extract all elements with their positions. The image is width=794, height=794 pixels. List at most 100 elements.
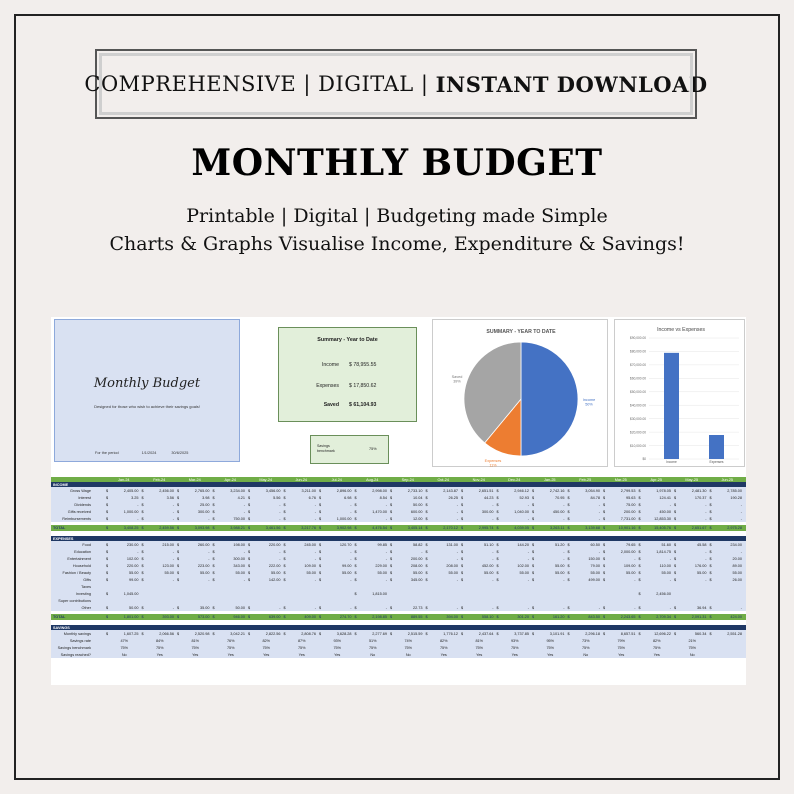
expenses-row-label: Taxes	[81, 584, 91, 589]
savings-row-value: 47%	[120, 638, 129, 643]
savings-row-value: No	[370, 652, 376, 657]
savings-row-value: 82%	[262, 638, 271, 643]
dollar-sign: $	[177, 526, 180, 530]
dollar-sign: $	[248, 631, 251, 636]
dollar-sign: $	[567, 526, 570, 530]
dollar-sign: $	[461, 563, 464, 568]
income-row-value: 3.56	[166, 495, 174, 500]
dollar-sign: $	[425, 615, 428, 619]
expenses-row-value	[607, 590, 636, 597]
expenses-row-label: Other	[81, 605, 92, 610]
dollar-sign: $	[106, 556, 109, 561]
expenses-total-value: 2,091.31	[691, 615, 707, 619]
expenses-row-value: 208.00	[410, 563, 423, 568]
expenses-row-value: 79.65	[625, 542, 636, 547]
expenses-section-title: EXPENSES	[53, 536, 74, 541]
income-row-value: 300.00	[197, 509, 210, 514]
expenses-row-value	[572, 590, 601, 597]
savings-row-value: 75%	[368, 645, 377, 650]
expenses-row-value: 176.00	[694, 563, 707, 568]
expenses-row-value: 55.00	[235, 570, 245, 575]
expenses-row: Education $ - $ - $ - $ - $ - $ - $ - $ - $ - $ - $ - $ - $ - $ - $2,…	[51, 548, 746, 555]
dollar-sign: $	[603, 563, 606, 568]
pie-title: SUMMARY - YEAR TO DATE	[486, 329, 556, 335]
pie-chart-card: SUMMARY - YEAR TO DATE Income 50% Expenses 1…	[432, 319, 608, 468]
expenses-row-value: 1,814.75	[656, 549, 671, 554]
expenses-row-value: 51.20	[554, 542, 565, 547]
income-total-value: 10,901.16	[618, 526, 636, 530]
income-row-value: 2,733.10	[407, 488, 423, 493]
dollar-sign: $	[141, 495, 144, 500]
dollar-sign: $	[106, 570, 109, 575]
income-row-value: -	[527, 516, 529, 521]
income-row-value: -	[740, 516, 742, 521]
income-row-value: 6.98	[344, 495, 352, 500]
dollar-sign: $	[141, 488, 144, 493]
dollar-sign: $	[532, 549, 535, 554]
expenses-row-value: 55.00	[164, 570, 174, 575]
dollar-sign: $	[354, 526, 357, 530]
expenses-row-value: 229.00	[375, 563, 387, 568]
savings-row-value: 560.34	[694, 631, 707, 636]
dollar-sign: $	[141, 502, 144, 507]
expenses-row-value: 343.00	[233, 563, 245, 568]
monthly-budget-card: Monthly Budget Designed for those who wi…	[54, 319, 240, 462]
savings-row-label: Monthly savings	[63, 631, 91, 636]
expenses-row-value: 452.00	[481, 563, 494, 568]
dollar-sign: $	[461, 631, 464, 636]
expenses-row-value: 345.00	[410, 577, 423, 582]
dollar-sign: $	[248, 570, 251, 575]
bar-ytick-label: $90,000.00	[630, 336, 646, 340]
income-row-value: 12,853.30	[654, 516, 671, 521]
dollar-sign: $	[248, 516, 251, 521]
dollar-sign: $	[674, 615, 677, 619]
dollar-sign: $	[709, 526, 712, 530]
dollar-sign: $	[390, 509, 393, 514]
dollar-sign: $	[461, 488, 464, 493]
savings-row-value: 2,066.56	[159, 631, 174, 636]
bar-category-label: Expenses	[710, 460, 724, 464]
summary-title: Summary - Year to Date	[317, 337, 378, 343]
dollar-sign: $	[567, 495, 570, 500]
dollar-sign: $	[106, 577, 109, 582]
savings-section-header: SAVINGS	[51, 625, 746, 630]
expenses-row-value: 99.85	[377, 542, 387, 547]
dollar-sign: $	[638, 516, 641, 521]
dollar-sign: $	[390, 542, 393, 547]
income-row-value: -	[385, 502, 387, 507]
dollar-sign: $	[674, 509, 677, 514]
expenses-row-label: Gifts	[83, 577, 91, 582]
income-row-value: 4.21	[237, 495, 245, 500]
income-row-value: 5.56	[273, 495, 281, 500]
expenses-row-value	[430, 590, 459, 597]
dollar-sign: $	[212, 605, 215, 610]
expenses-row-value: -	[172, 556, 174, 561]
dollar-sign: $	[638, 563, 641, 568]
pie-slice-saved	[463, 341, 522, 444]
summary-saved-value: $ 61,104.93	[349, 402, 377, 408]
expenses-row-value	[714, 590, 743, 597]
income-total-value: 4,039.05	[514, 526, 529, 530]
dollar-sign: $	[177, 516, 180, 521]
expenses-row-value	[110, 583, 139, 590]
savings-row-value: 81%	[475, 638, 484, 643]
expenses-row-value: 2,456.00	[656, 591, 671, 596]
expenses-row-value: 45.58	[696, 542, 707, 547]
expenses-row-value: -	[598, 549, 600, 554]
dollar-sign: $	[532, 615, 535, 619]
expenses-row-value: 55.00	[448, 570, 458, 575]
dollar-sign: $	[709, 509, 712, 514]
expenses-row-label: Education	[74, 549, 91, 554]
income-row-value: 2,765.00	[194, 488, 210, 493]
savings-row-value: Yes	[511, 652, 518, 657]
income-row-value: 2,143.87	[443, 488, 458, 493]
expenses-row: Entertainment $102.00 $ - $ - $300.00 $ - $ - $ - $ - $…	[51, 555, 746, 562]
dollar-sign: $	[390, 570, 393, 575]
income-row-value: -	[314, 502, 316, 507]
dollar-sign: $	[319, 495, 322, 500]
bar-expenses	[709, 435, 724, 459]
card-subtitle: Designed for those who wish to achieve t…	[94, 404, 200, 409]
dollar-sign: $	[390, 631, 393, 636]
dollar-sign: $	[674, 605, 677, 610]
dollar-sign: $	[248, 488, 251, 493]
